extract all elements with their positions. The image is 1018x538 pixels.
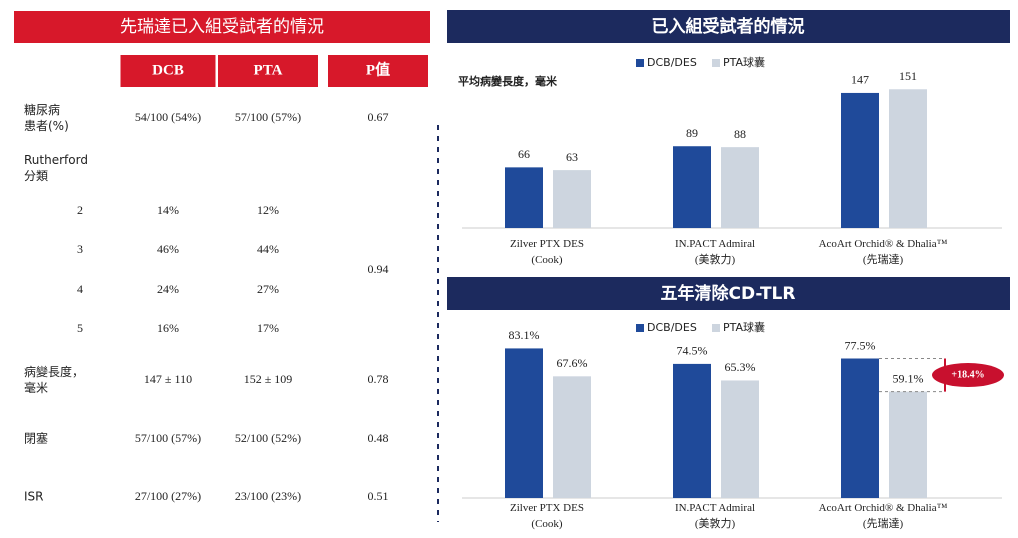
legend-swatch — [712, 324, 720, 332]
value-label: 147 — [851, 73, 869, 87]
chart-title-bar — [447, 10, 1010, 43]
chart-title-bar — [447, 277, 1010, 310]
value-label: 88 — [734, 127, 746, 141]
value-label: 63 — [566, 150, 578, 164]
bar — [553, 376, 591, 498]
header-cell — [328, 55, 428, 87]
table-title: 先瑞達已入組受試者的情況 — [120, 17, 324, 37]
legend-label: DCB/DES — [647, 56, 697, 69]
legend-swatch — [636, 324, 644, 332]
cell: 0.48 — [368, 431, 389, 445]
cell: 152 ± 109 — [244, 372, 293, 386]
x-tick-label: Zilver PTX DES (Cook) — [510, 238, 584, 266]
value-label: 83.1% — [509, 328, 540, 342]
legend-label: PTA球囊 — [723, 320, 765, 334]
row-label: 5 — [77, 321, 83, 335]
bar — [841, 92, 879, 228]
cell: 44% — [257, 242, 279, 256]
header-cell — [218, 55, 318, 87]
row-label: 4 — [77, 282, 83, 296]
value-label: 67.6% — [557, 356, 588, 370]
row-label: 3 — [77, 242, 83, 256]
cell: 16% — [157, 321, 179, 335]
cell: 23/100 (23%) — [235, 489, 301, 503]
value-label: 89 — [686, 126, 698, 140]
chart-title: 已入組受試者的情況 — [652, 16, 805, 37]
cell: 57/100 (57%) — [235, 110, 301, 124]
y-axis-label: 平均病變長度，毫米 — [458, 74, 558, 88]
bar — [721, 380, 759, 498]
header-label: DCB — [152, 62, 184, 78]
cell: 12% — [257, 203, 279, 217]
cell: 17% — [257, 321, 279, 335]
x-tick-label: AcoArt Orchid® & Dhalia™ (先瑞達) — [819, 238, 948, 266]
cell: 0.67 — [368, 110, 389, 124]
value-label: 77.5% — [845, 338, 876, 352]
bar — [841, 358, 879, 498]
bar — [673, 363, 711, 498]
annotation: +18.4% — [951, 369, 984, 380]
bar — [505, 167, 543, 228]
cell: 46% — [157, 242, 179, 256]
legend-swatch — [636, 59, 644, 67]
cell: 54/100 (54%) — [135, 110, 201, 124]
chart-title: 五年清除CD-TLR — [661, 283, 796, 304]
header-cell — [120, 55, 216, 87]
header-label: PTA — [254, 62, 283, 78]
cell: 52/100 (52%) — [235, 431, 301, 445]
cell: 147 ± 110 — [144, 372, 192, 386]
bar — [721, 147, 759, 228]
cell: 14% — [157, 203, 179, 217]
x-tick-label: IN.PACT Admiral (美敦力) — [675, 502, 755, 530]
bar — [673, 146, 711, 228]
row-label: ISR — [24, 490, 44, 504]
row-label: 2 — [77, 203, 83, 217]
cell: 27/100 (27%) — [135, 489, 201, 503]
legend-label: DCB/DES — [647, 321, 697, 334]
row-label: 糖尿病患者(%) — [24, 102, 69, 133]
row-label: 病變長度，毫米 — [24, 364, 84, 395]
row-label: 閉塞 — [24, 431, 48, 446]
bar — [889, 89, 927, 228]
legend-label: PTA球囊 — [723, 55, 765, 69]
cell: 0.51 — [368, 489, 389, 503]
cell: 57/100 (57%) — [135, 431, 201, 445]
bar — [889, 391, 927, 498]
x-tick-label: AcoArt Orchid® & Dhalia™ (先瑞達) — [819, 502, 948, 530]
value-label: 74.5% — [677, 344, 708, 358]
legend-swatch — [712, 59, 720, 67]
cell: 0.78 — [368, 372, 389, 386]
annotation-badge — [932, 363, 1004, 388]
value-label: 66 — [518, 147, 530, 161]
row-label: Rutherford 分類 — [24, 153, 88, 183]
value-label: 151 — [899, 69, 917, 83]
cell: 27% — [257, 282, 279, 296]
table-title-bar — [14, 11, 430, 43]
value-label: 59.1% — [893, 371, 924, 385]
cell: 24% — [157, 282, 179, 296]
x-tick-label: IN.PACT Admiral (美敦力) — [675, 238, 755, 266]
bar — [505, 348, 543, 498]
cell: 0.94 — [368, 262, 389, 276]
header-label: P值 — [366, 60, 390, 78]
value-label: 65.3% — [725, 360, 756, 374]
bar — [553, 170, 591, 228]
x-tick-label: Zilver PTX DES (Cook) — [510, 502, 584, 530]
